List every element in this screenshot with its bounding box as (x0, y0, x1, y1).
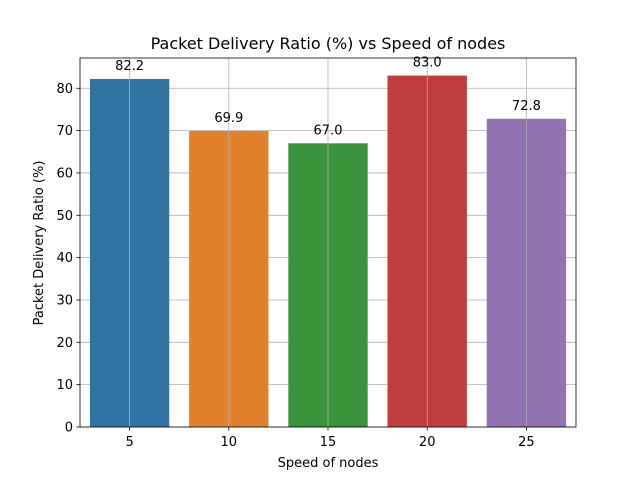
data-label: 82.2 (115, 59, 144, 74)
chart-title: Packet Delivery Ratio (%) vs Speed of no… (151, 34, 506, 53)
bars (89, 58, 567, 428)
axes: 0 10 20 30 40 50 60 70 80 5 10 15 20 25 (56, 57, 577, 450)
data-label: 69.9 (214, 111, 243, 126)
y-axis-label: Packet Delivery Ratio (%) (32, 161, 47, 326)
data-label: 72.8 (512, 99, 541, 114)
x-tick-label: 5 (125, 435, 133, 450)
y-tick-label: 30 (56, 293, 73, 308)
data-label: 83.0 (413, 56, 442, 71)
x-tick-label: 25 (518, 435, 535, 450)
x-tick-label: 15 (320, 435, 337, 450)
y-tick-label: 10 (56, 378, 73, 393)
y-tick-label: 0 (65, 421, 73, 436)
y-tick-label: 60 (56, 166, 73, 181)
y-tick-label: 80 (56, 82, 73, 97)
x-tick-label: 20 (419, 435, 436, 450)
data-labels: 82.2 69.9 67.0 83.0 72.8 (115, 56, 541, 139)
data-label: 67.0 (314, 123, 343, 138)
y-tick-label: 40 (56, 251, 73, 266)
y-tick-label: 20 (56, 336, 73, 351)
x-tick-label: 10 (221, 435, 238, 450)
y-tick-label: 50 (56, 209, 73, 224)
y-tick-label: 70 (56, 124, 73, 139)
plot-frame (79, 57, 577, 428)
x-axis-label: Speed of nodes (278, 456, 379, 471)
